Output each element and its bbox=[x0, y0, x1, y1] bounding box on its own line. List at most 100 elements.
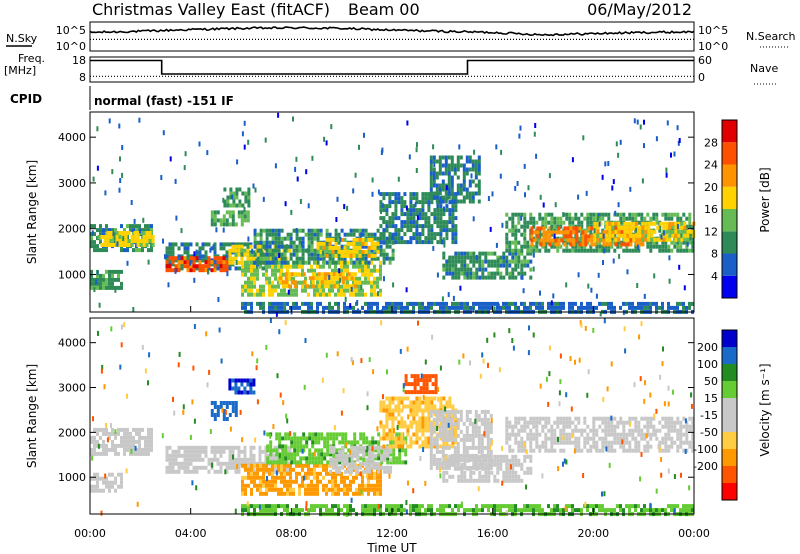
heatmap-cell bbox=[448, 305, 451, 310]
heatmap-cell bbox=[368, 449, 372, 454]
heatmap-cell bbox=[574, 216, 578, 221]
heatmap-cell bbox=[443, 242, 446, 248]
heatmap-cell bbox=[517, 420, 521, 425]
heatmap-cell bbox=[231, 244, 235, 249]
nave-label: Nave bbox=[750, 62, 778, 75]
heatmap-cell bbox=[587, 226, 591, 231]
heatmap-cell bbox=[105, 427, 108, 432]
heatmap-cell bbox=[237, 248, 241, 253]
heatmap-cell bbox=[231, 401, 235, 405]
heatmap-cell bbox=[436, 224, 440, 229]
heatmap-cell bbox=[207, 256, 211, 261]
heatmap-cell bbox=[487, 259, 491, 264]
heatmap-cell bbox=[626, 234, 630, 239]
heatmap-cell bbox=[151, 235, 155, 239]
heatmap-cell bbox=[274, 288, 277, 293]
heatmap-cell bbox=[307, 471, 310, 476]
heatmap-cell bbox=[523, 224, 527, 229]
heatmap-cell bbox=[520, 212, 524, 217]
velocity-heatmap bbox=[90, 318, 695, 518]
heatmap-cell bbox=[436, 272, 439, 278]
heatmap-cell bbox=[424, 416, 428, 421]
heatmap-cell bbox=[511, 454, 515, 459]
heatmap-cell bbox=[412, 400, 416, 405]
heatmap-cell bbox=[599, 237, 603, 242]
heatmap-cell bbox=[259, 264, 262, 269]
heatmap-cell bbox=[442, 263, 446, 268]
heatmap-cell bbox=[250, 467, 253, 472]
heatmap-cell bbox=[250, 288, 253, 293]
heatmap-cell bbox=[465, 195, 469, 200]
heatmap-cell bbox=[580, 248, 584, 253]
heatmap-cell bbox=[489, 413, 493, 418]
heatmap-cell bbox=[293, 432, 297, 437]
heatmap-cell bbox=[222, 256, 226, 261]
heatmap-cell bbox=[521, 274, 524, 280]
heatmap-cell bbox=[111, 273, 114, 278]
heatmap-cell bbox=[96, 476, 99, 481]
heatmap-cell bbox=[90, 224, 93, 229]
heatmap-cell bbox=[210, 210, 214, 215]
heatmap-cell bbox=[353, 272, 357, 277]
heatmap-cell bbox=[133, 218, 136, 224]
heatmap-cell bbox=[493, 462, 497, 467]
heatmap-cell bbox=[379, 264, 382, 269]
heatmap-cell bbox=[477, 425, 481, 430]
heatmap-cell bbox=[307, 252, 311, 257]
heatmap-cell bbox=[454, 424, 458, 429]
heatmap-cell bbox=[493, 478, 497, 483]
heatmap-cell bbox=[304, 471, 307, 476]
heatmap-cell bbox=[514, 420, 518, 425]
heatmap-cell bbox=[237, 453, 241, 458]
heatmap-cell bbox=[511, 462, 515, 467]
heatmap-cell bbox=[335, 436, 339, 441]
heatmap-cell bbox=[683, 285, 686, 291]
heatmap-cell bbox=[499, 255, 503, 260]
heatmap-cell bbox=[271, 487, 274, 492]
heatmap-cell bbox=[447, 155, 451, 160]
heatmap-cell bbox=[646, 244, 650, 249]
heatmap-cell bbox=[508, 251, 512, 256]
colorbar-tick-label: 28 bbox=[704, 136, 718, 149]
nave-tick-top: 60 bbox=[698, 54, 712, 67]
heatmap-cell bbox=[247, 264, 250, 269]
heatmap-cell bbox=[338, 272, 342, 277]
heatmap-cell bbox=[439, 301, 442, 306]
heatmap-cell bbox=[427, 216, 431, 221]
heatmap-cell bbox=[586, 240, 590, 245]
heatmap-cell bbox=[517, 251, 521, 256]
heatmap-cell bbox=[326, 436, 330, 441]
heatmap-cell bbox=[240, 390, 244, 395]
heatmap-cell bbox=[391, 444, 395, 449]
heatmap-cell bbox=[391, 436, 395, 441]
heatmap-cell bbox=[116, 241, 119, 247]
heatmap-cell bbox=[484, 466, 488, 471]
heatmap-cell bbox=[313, 268, 316, 273]
heatmap-cell bbox=[240, 210, 244, 215]
heatmap-cell bbox=[273, 457, 277, 462]
heatmap-cell bbox=[574, 240, 578, 245]
heatmap-cell bbox=[593, 221, 597, 226]
heatmap-cell bbox=[489, 226, 492, 232]
heatmap-cell bbox=[454, 305, 457, 310]
heatmap-cell bbox=[385, 252, 389, 257]
heatmap-cell bbox=[207, 457, 211, 462]
heatmap-cell bbox=[460, 259, 464, 264]
heatmap-cell bbox=[658, 305, 661, 310]
heatmap-cell bbox=[619, 244, 623, 249]
heatmap-cell bbox=[310, 228, 314, 233]
heatmap-cell bbox=[355, 491, 358, 496]
heatmap-cell bbox=[271, 467, 274, 472]
heatmap-cell bbox=[429, 409, 433, 414]
heatmap-cell bbox=[123, 435, 126, 440]
heatmap-cell bbox=[409, 301, 412, 306]
heatmap-cell bbox=[394, 305, 397, 310]
heatmap-cell bbox=[424, 192, 428, 197]
heatmap-cell bbox=[120, 484, 123, 489]
heatmap-cell bbox=[526, 224, 530, 229]
heatmap-cell bbox=[311, 452, 315, 457]
heatmap-cell bbox=[295, 264, 298, 269]
heatmap-cell bbox=[117, 451, 120, 456]
heatmap-cell bbox=[231, 457, 235, 462]
heatmap-cell bbox=[280, 228, 284, 233]
